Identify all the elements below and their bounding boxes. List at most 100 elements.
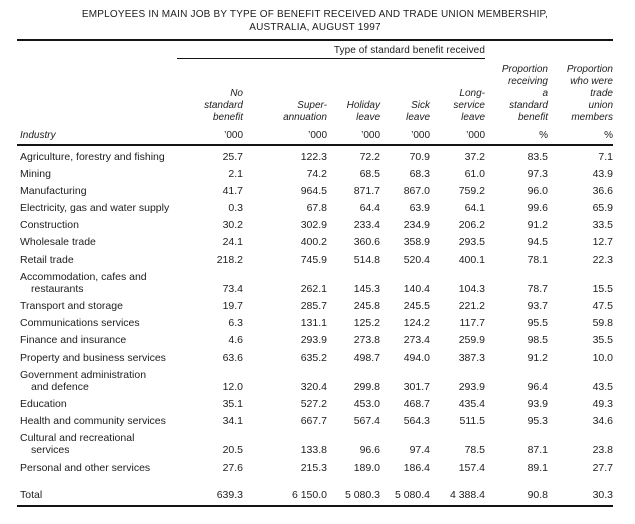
- table-row: Agriculture, forestry and fishing 25.7 122…: [17, 145, 613, 166]
- table-body: Agriculture, forestry and fishing 25.7 122…: [17, 145, 613, 508]
- spacer-row: [17, 476, 613, 486]
- value-cell: 262.1: [300, 282, 327, 295]
- value-cell: 234.9: [403, 219, 430, 232]
- value-cell: 667.7: [300, 415, 327, 428]
- value-cell: 320.4: [300, 380, 327, 393]
- value-cell: 20.5: [222, 444, 243, 457]
- value-cell: 124.2: [403, 317, 430, 330]
- industry-label: Construction: [20, 219, 79, 232]
- value-cell: 27.6: [222, 461, 243, 474]
- value-cell: 293.9: [458, 380, 485, 393]
- industry-label: Finance and insurance: [20, 334, 127, 347]
- value-cell: 93.9: [527, 397, 548, 410]
- value-cell: 125.2: [353, 317, 380, 330]
- unit-label: ’000: [327, 129, 380, 146]
- value-cell: 10.0: [592, 351, 613, 364]
- value-cell: 206.2: [458, 219, 485, 232]
- value-cell: 64.1: [464, 202, 485, 215]
- industry-label: Transport and storage: [20, 300, 123, 312]
- unit-label: ’000: [430, 129, 485, 146]
- table-row: Finance and insurance 4.6 293.9 273.8 273.4 2…: [17, 332, 613, 349]
- column-header: No standard benefit: [204, 87, 243, 123]
- value-cell: 64.4: [359, 202, 380, 215]
- value-cell: 97.4: [409, 444, 430, 457]
- industry-label: Education: [20, 397, 67, 410]
- value-cell: 37.2: [464, 150, 485, 163]
- value-cell: 74.2: [306, 167, 327, 180]
- value-cell: 97.3: [527, 167, 548, 180]
- total-value-cell: 5 080.4: [380, 486, 430, 508]
- industry-label: Agriculture, forestry and fishing: [20, 150, 165, 163]
- column-header: Proportion receiving a standard benefit: [501, 63, 548, 123]
- value-cell: 245.8: [353, 300, 380, 312]
- value-cell: 759.2: [458, 184, 485, 197]
- industry-label: Cultural and recreational services: [20, 432, 135, 457]
- value-cell: 635.2: [300, 351, 327, 364]
- benefits-table: Type of standard benefit received No stan…: [17, 41, 613, 508]
- industry-label: Retail trade: [20, 253, 74, 266]
- industry-label: Electricity, gas and water supply: [20, 202, 170, 215]
- value-cell: 30.2: [222, 219, 243, 232]
- value-cell: 99.6: [527, 202, 548, 215]
- industry-header-spacer: [17, 59, 177, 130]
- value-cell: 299.8: [353, 380, 380, 393]
- value-cell: 6.3: [228, 317, 243, 330]
- spanner-spacer-right: [485, 41, 613, 59]
- value-cell: 221.2: [458, 300, 485, 312]
- table-row: Communications services 6.3 131.1 125.2 124.…: [17, 315, 613, 332]
- value-cell: 964.5: [300, 184, 327, 197]
- value-cell: 7.1: [598, 150, 613, 163]
- value-cell: 36.6: [592, 184, 613, 197]
- value-cell: 95.5: [527, 317, 548, 330]
- value-cell: 387.3: [458, 351, 485, 364]
- value-cell: 63.9: [409, 202, 430, 215]
- column-header: Proportion who were trade union members: [566, 63, 613, 123]
- column-headers-row: No standard benefit Super-annuation Holiday l…: [17, 59, 613, 130]
- value-cell: 95.3: [527, 415, 548, 428]
- value-cell: 400.2: [300, 236, 327, 249]
- value-cell: 218.2: [216, 253, 243, 266]
- table-row: Mining 2.1 74.2 68.5 68.3 61.0 97.3 43.9: [17, 165, 613, 182]
- table-row: Transport and storage 19.7 285.7 245.8 245.5…: [17, 297, 613, 314]
- value-cell: 12.0: [222, 380, 243, 393]
- value-cell: 140.4: [403, 282, 430, 295]
- value-cell: 285.7: [300, 300, 327, 312]
- title-line-2: AUSTRALIA, AUGUST 1997: [249, 22, 381, 33]
- value-cell: 19.7: [222, 300, 243, 312]
- value-cell: 245.5: [403, 300, 430, 312]
- value-cell: 2.1: [228, 167, 243, 180]
- spanner-row: Type of standard benefit received: [17, 41, 613, 59]
- table-row: Property and business services 63.6 635.2 4…: [17, 349, 613, 366]
- value-cell: 259.9: [458, 334, 485, 347]
- value-cell: 93.7: [527, 300, 548, 312]
- value-cell: 47.5: [592, 300, 613, 312]
- value-cell: 49.3: [592, 397, 613, 410]
- value-cell: 78.7: [527, 282, 548, 295]
- industry-label: Health and community services: [20, 415, 166, 428]
- value-cell: 73.4: [222, 282, 243, 295]
- table-row: Manufacturing 41.7 964.5 871.7 867.0 759.2 96.…: [17, 182, 613, 199]
- table-row: Health and community services 34.1 667.7 56…: [17, 413, 613, 430]
- value-cell: 24.1: [222, 236, 243, 249]
- value-cell: 89.1: [527, 461, 548, 474]
- table-row: Cultural and recreational services 20.5 133…: [17, 430, 613, 459]
- value-cell: 83.5: [527, 150, 548, 163]
- value-cell: 564.3: [403, 415, 430, 428]
- value-cell: 59.8: [592, 317, 613, 330]
- value-cell: 453.0: [353, 397, 380, 410]
- value-cell: 871.7: [353, 184, 380, 197]
- table-row: Construction 30.2 302.9 233.4 234.9 206.2 91.2…: [17, 217, 613, 234]
- value-cell: 0.3: [228, 202, 243, 215]
- column-header: Sick leave: [406, 99, 430, 123]
- value-cell: 293.9: [300, 334, 327, 347]
- value-cell: 70.9: [409, 150, 430, 163]
- value-cell: 511.5: [459, 415, 486, 428]
- value-cell: 61.0: [464, 167, 485, 180]
- value-cell: 293.5: [458, 236, 485, 249]
- column-header: Holiday leave: [346, 99, 380, 123]
- table-row: Wholesale trade 24.1 400.2 360.6 358.9 293.5 9…: [17, 234, 613, 251]
- value-cell: 131.1: [300, 317, 327, 330]
- total-value-cell: 6 150.0: [243, 486, 327, 508]
- value-cell: 91.2: [527, 219, 548, 232]
- value-cell: 468.7: [403, 397, 430, 410]
